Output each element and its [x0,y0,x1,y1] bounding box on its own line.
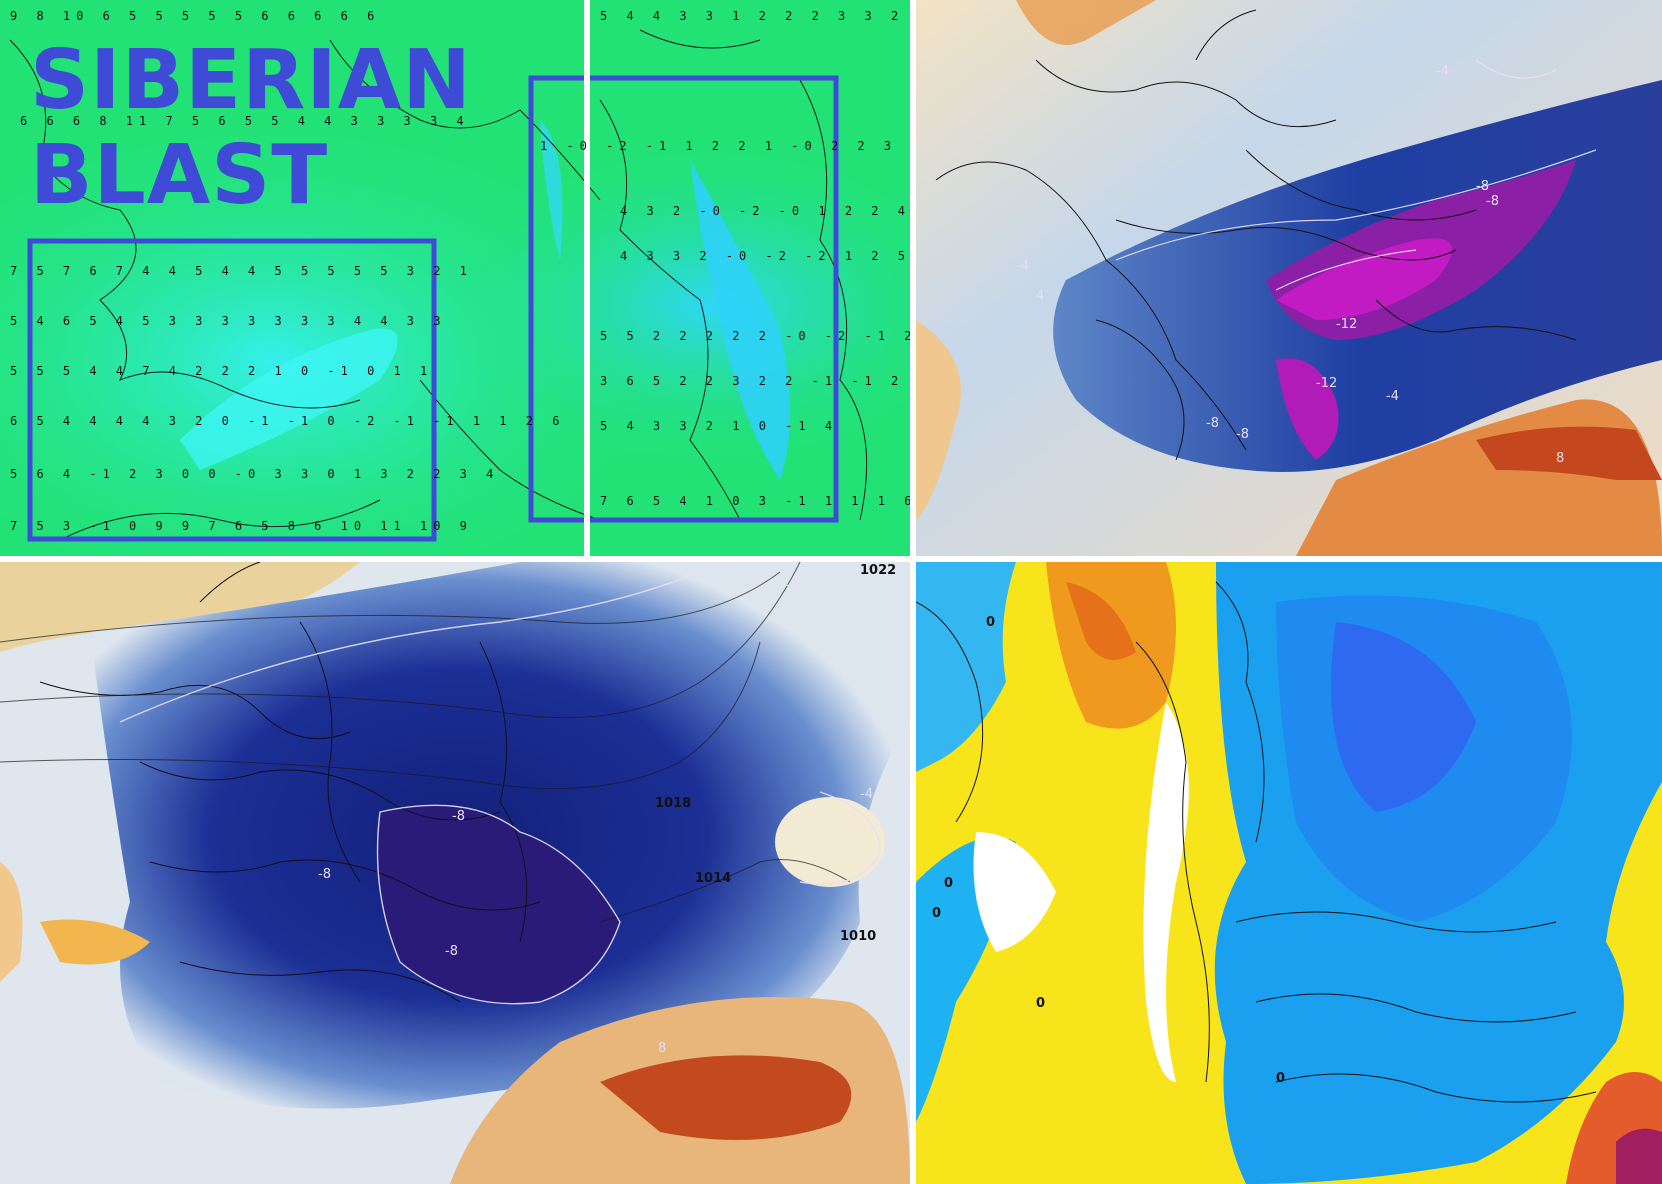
grid-map-borders [9,29,868,541]
anomaly-contour-label: -4 [860,787,873,802]
grid-number-row: 5 5 5 4 4 7 4 2 2 2 1 0 -1 0 1 1 [10,364,433,378]
anomaly-map-top-canvas: -4-8-12-12-8-8-448-4-8 [916,0,1662,556]
anomaly-map-bottom-borders [39,562,541,1003]
isobar-label: 1010 [840,929,876,944]
isobar-label: 1018 [655,796,691,811]
temperature-anomaly-map-bottom: -8 -8 -8 -8 -4 8 1022 1018 1014 1010 [0,562,910,1184]
anomaly-contour-label: -8 [1486,194,1499,209]
grid-temperature-map: 9 8 10 6 5 5 5 5 5 6 6 6 6 6 6 6 6 8 11 7… [0,0,910,556]
anomaly-contour-label: 8 [1556,451,1564,466]
anomaly-contour-label: -8 [785,578,798,593]
headline-line-2: BLAST [30,128,328,223]
grid-number-row: 9 8 10 6 5 5 5 5 5 6 6 6 6 6 [10,9,380,23]
grid-map-canvas: 9 8 10 6 5 5 5 5 5 6 6 6 6 6 6 6 6 8 11 7… [0,0,910,556]
isobar-label: 1014 [695,871,731,886]
anomaly-contour-label: -8 [1476,179,1489,194]
grid-number-row: 5 5 2 2 2 2 2 -0 -2 -1 2 3 [600,329,910,343]
anomaly-contour-label: -8 [318,867,331,882]
grid-number-row: 7 6 5 4 1 0 3 -1 1 1 1 6 [600,494,910,508]
grid-number-row: 5 4 6 5 4 5 3 3 3 3 3 3 3 4 4 3 3 [10,314,446,328]
zero-contour-label: 0 [944,876,953,891]
isobar-label: 1022 [860,563,896,578]
anomaly-contour-label: -4 [1386,389,1399,404]
grid-number-row: 5 4 4 3 3 1 2 2 2 3 3 2 2 2 [600,9,910,23]
anomaly-contour-label: 8 [658,1041,666,1056]
highlight-box-east [528,75,839,523]
grid-number-row: 5 6 4 -1 2 3 0 0 -0 3 3 0 1 3 2 2 3 4 [10,467,499,481]
temperature-anomaly-map-top: -4 -8 -12 -12 -8 -8 -4 4 8 -4 -8 [916,0,1662,556]
grid-number-row: 6 6 6 8 11 7 5 6 5 5 4 4 3 3 3 3 4 [20,114,470,128]
grid-number-row: 7 5 7 6 7 4 4 5 4 4 5 5 5 5 5 3 2 1 [10,264,473,278]
grid-number-row: 4 3 3 2 -0 -2 -2 1 2 5 [620,249,910,263]
grid-number-row: 5 4 3 3 2 1 0 -1 4 [600,419,838,433]
zero-contour-label: 0 [1276,1071,1285,1086]
grid-number-row: 3 6 5 2 2 3 2 2 -1 -1 2 3 [600,374,910,388]
anomaly-contour-label: -4 [1436,64,1449,79]
anomaly-map-right-borders [916,581,1597,1103]
anomaly-contour-label: 4 [1036,289,1044,304]
highlight-box-west [27,238,437,542]
anomaly-map-bottom-canvas: -8 -8 -8 -8 -4 8 1022 1018 1014 1010 [0,562,910,1184]
anomaly-contour-label: -8 [445,944,458,959]
panel-divider [584,0,590,556]
grid-number-row: 6 5 4 4 4 4 3 2 0 -1 -1 0 -2 -1 -1 1 1 2… [10,414,565,428]
grid-number-rows: 9 8 10 6 5 5 5 5 5 6 6 6 6 6 6 6 6 8 11 7… [10,9,910,533]
zero-contour-label: 0 [1036,996,1045,1011]
anomaly-contour-label: -8 [1206,416,1219,431]
zero-contour-label: 0 [986,615,995,630]
grid-number-row: 7 5 3 -1 0 9 9 7 6 5 8 6 10 11 10 9 [10,519,473,533]
anomaly-contour-label: -12 [1336,317,1357,332]
anomaly-contour-label: -8 [452,809,465,824]
grid-number-row: 4 3 2 -0 -2 -0 1 2 2 4 [620,204,910,218]
anomaly-contour-label: -4 [1016,259,1029,274]
headline-line-1: SIBERIAN [30,33,472,128]
zero-contour-label: 0 [932,906,941,921]
anomaly-contour-label: -12 [1316,376,1337,391]
grid-number-row: 1 -0 -2 -1 1 2 2 1 -0 2 2 3 3 3 [540,139,910,153]
anomaly-contour-label: -8 [1236,427,1249,442]
anomaly-map-top-borders [935,9,1577,461]
